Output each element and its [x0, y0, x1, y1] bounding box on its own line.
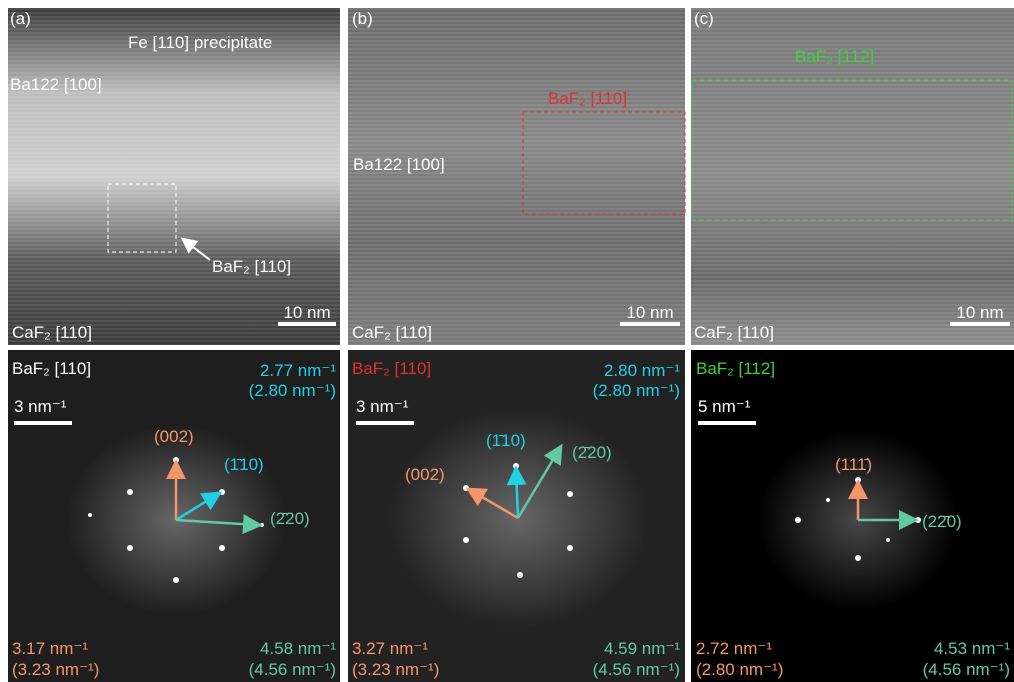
distance: 4.59 nm⁻¹	[604, 639, 680, 658]
scale-label: 3 nm⁻¹	[356, 397, 409, 416]
distance: (2.80 nm⁻¹)	[593, 381, 680, 400]
figure: (a) Fe [110] precipitate Ba122 [100] BaF…	[0, 0, 1014, 682]
distance: (4.56 nm⁻¹)	[923, 660, 1010, 679]
annotation: Ba122 [100]	[353, 155, 445, 174]
distance: 2.77 nm⁻¹	[260, 361, 336, 380]
annotation: BaF₂ [110]	[212, 257, 291, 276]
annotation: BaF₂ [112]	[795, 47, 874, 66]
panel-a: (a) Fe [110] precipitate Ba122 [100] BaF…	[8, 8, 340, 345]
distance: 2.72 nm⁻¹	[696, 639, 772, 658]
annotation: CaF₂ [110]	[694, 323, 774, 342]
distance: 4.58 nm⁻¹	[260, 639, 336, 658]
distance: 3.27 nm⁻¹	[352, 639, 428, 658]
annotation: BaF₂ [110]	[548, 89, 627, 108]
fft-c: BaF₂ [112] 5 nm⁻¹ (111̄) (22̄0) 2.72 nm⁻…	[691, 350, 1014, 682]
distance: 4.53 nm⁻¹	[934, 639, 1010, 658]
spot-label: (002)	[405, 465, 445, 484]
scale-label: 10 nm	[626, 303, 673, 322]
scale-label: 10 nm	[283, 303, 330, 322]
annotation: Fe [110] precipitate	[128, 33, 272, 52]
distance: 2.80 nm⁻¹	[604, 361, 680, 380]
panel-b: (b) BaF₂ [110] Ba122 [100] CaF₂ [110] 10…	[348, 8, 685, 345]
spot-label: (2̄20)	[270, 509, 310, 528]
distance: 3.17 nm⁻¹	[12, 639, 88, 658]
distance: (4.56 nm⁻¹)	[249, 660, 336, 679]
distance: (2.80 nm⁻¹)	[696, 660, 783, 679]
panel-label: (c)	[694, 9, 714, 28]
panel-c: (c) BaF₂ [112] CaF₂ [110] 10 nm	[691, 8, 1014, 345]
spot-label: (002)	[154, 427, 194, 446]
spot-label: (22̄0)	[922, 512, 962, 531]
panel-label: (b)	[352, 9, 373, 28]
annotation: Ba122 [100]	[10, 75, 102, 94]
fft-title: BaF₂ [112]	[696, 359, 775, 378]
scale-label: 3 nm⁻¹	[14, 397, 67, 416]
fft-title: BaF₂ [110]	[12, 359, 91, 378]
scale-label: 10 nm	[956, 303, 1003, 322]
spot-label: (111̄)	[835, 455, 872, 474]
panel-label: (a)	[10, 9, 31, 28]
distance: (3.23 nm⁻¹)	[352, 660, 439, 679]
distance: (4.56 nm⁻¹)	[593, 660, 680, 679]
distance: (2.80 nm⁻¹)	[249, 381, 336, 400]
spot-label: (1̄10)	[486, 431, 526, 450]
annotation: CaF₂ [110]	[352, 323, 432, 342]
fft-b: BaF₂ [110] 2.80 nm⁻¹ (2.80 nm⁻¹) 3 nm⁻¹ …	[348, 350, 685, 682]
fft-a: BaF₂ [110] 2.77 nm⁻¹ (2.80 nm⁻¹) 3 nm⁻¹ …	[8, 350, 340, 682]
spot-label: (1̄10)	[224, 455, 264, 474]
fft-title: BaF₂ [110]	[352, 359, 431, 378]
spot-label: (2̄20)	[572, 443, 612, 462]
annotation: CaF₂ [110]	[12, 323, 92, 342]
distance: (3.23 nm⁻¹)	[12, 660, 99, 679]
scale-label: 5 nm⁻¹	[698, 397, 751, 416]
